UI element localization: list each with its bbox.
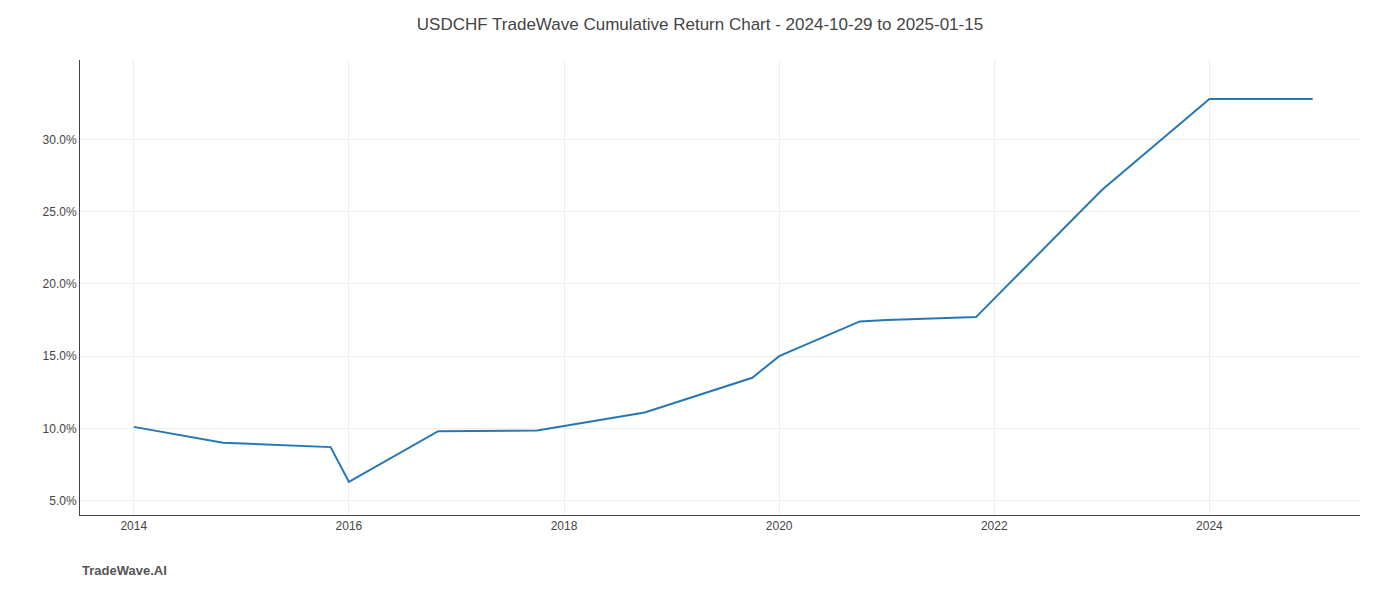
svg-text:5.0%: 5.0%: [49, 494, 77, 508]
svg-text:10.0%: 10.0%: [43, 422, 77, 436]
svg-text:TradeWave.AI: TradeWave.AI: [82, 563, 167, 578]
svg-text:30.0%: 30.0%: [43, 133, 77, 147]
svg-text:2022: 2022: [981, 519, 1008, 533]
svg-text:2020: 2020: [766, 519, 793, 533]
svg-text:2014: 2014: [120, 519, 147, 533]
svg-text:20.0%: 20.0%: [43, 277, 77, 291]
svg-text:25.0%: 25.0%: [43, 205, 77, 219]
svg-text:2018: 2018: [551, 519, 578, 533]
svg-text:2024: 2024: [1196, 519, 1223, 533]
svg-text:2016: 2016: [336, 519, 363, 533]
svg-text:15.0%: 15.0%: [43, 349, 77, 363]
svg-text:USDCHF TradeWave Cumulative Re: USDCHF TradeWave Cumulative Return Chart…: [417, 15, 983, 34]
